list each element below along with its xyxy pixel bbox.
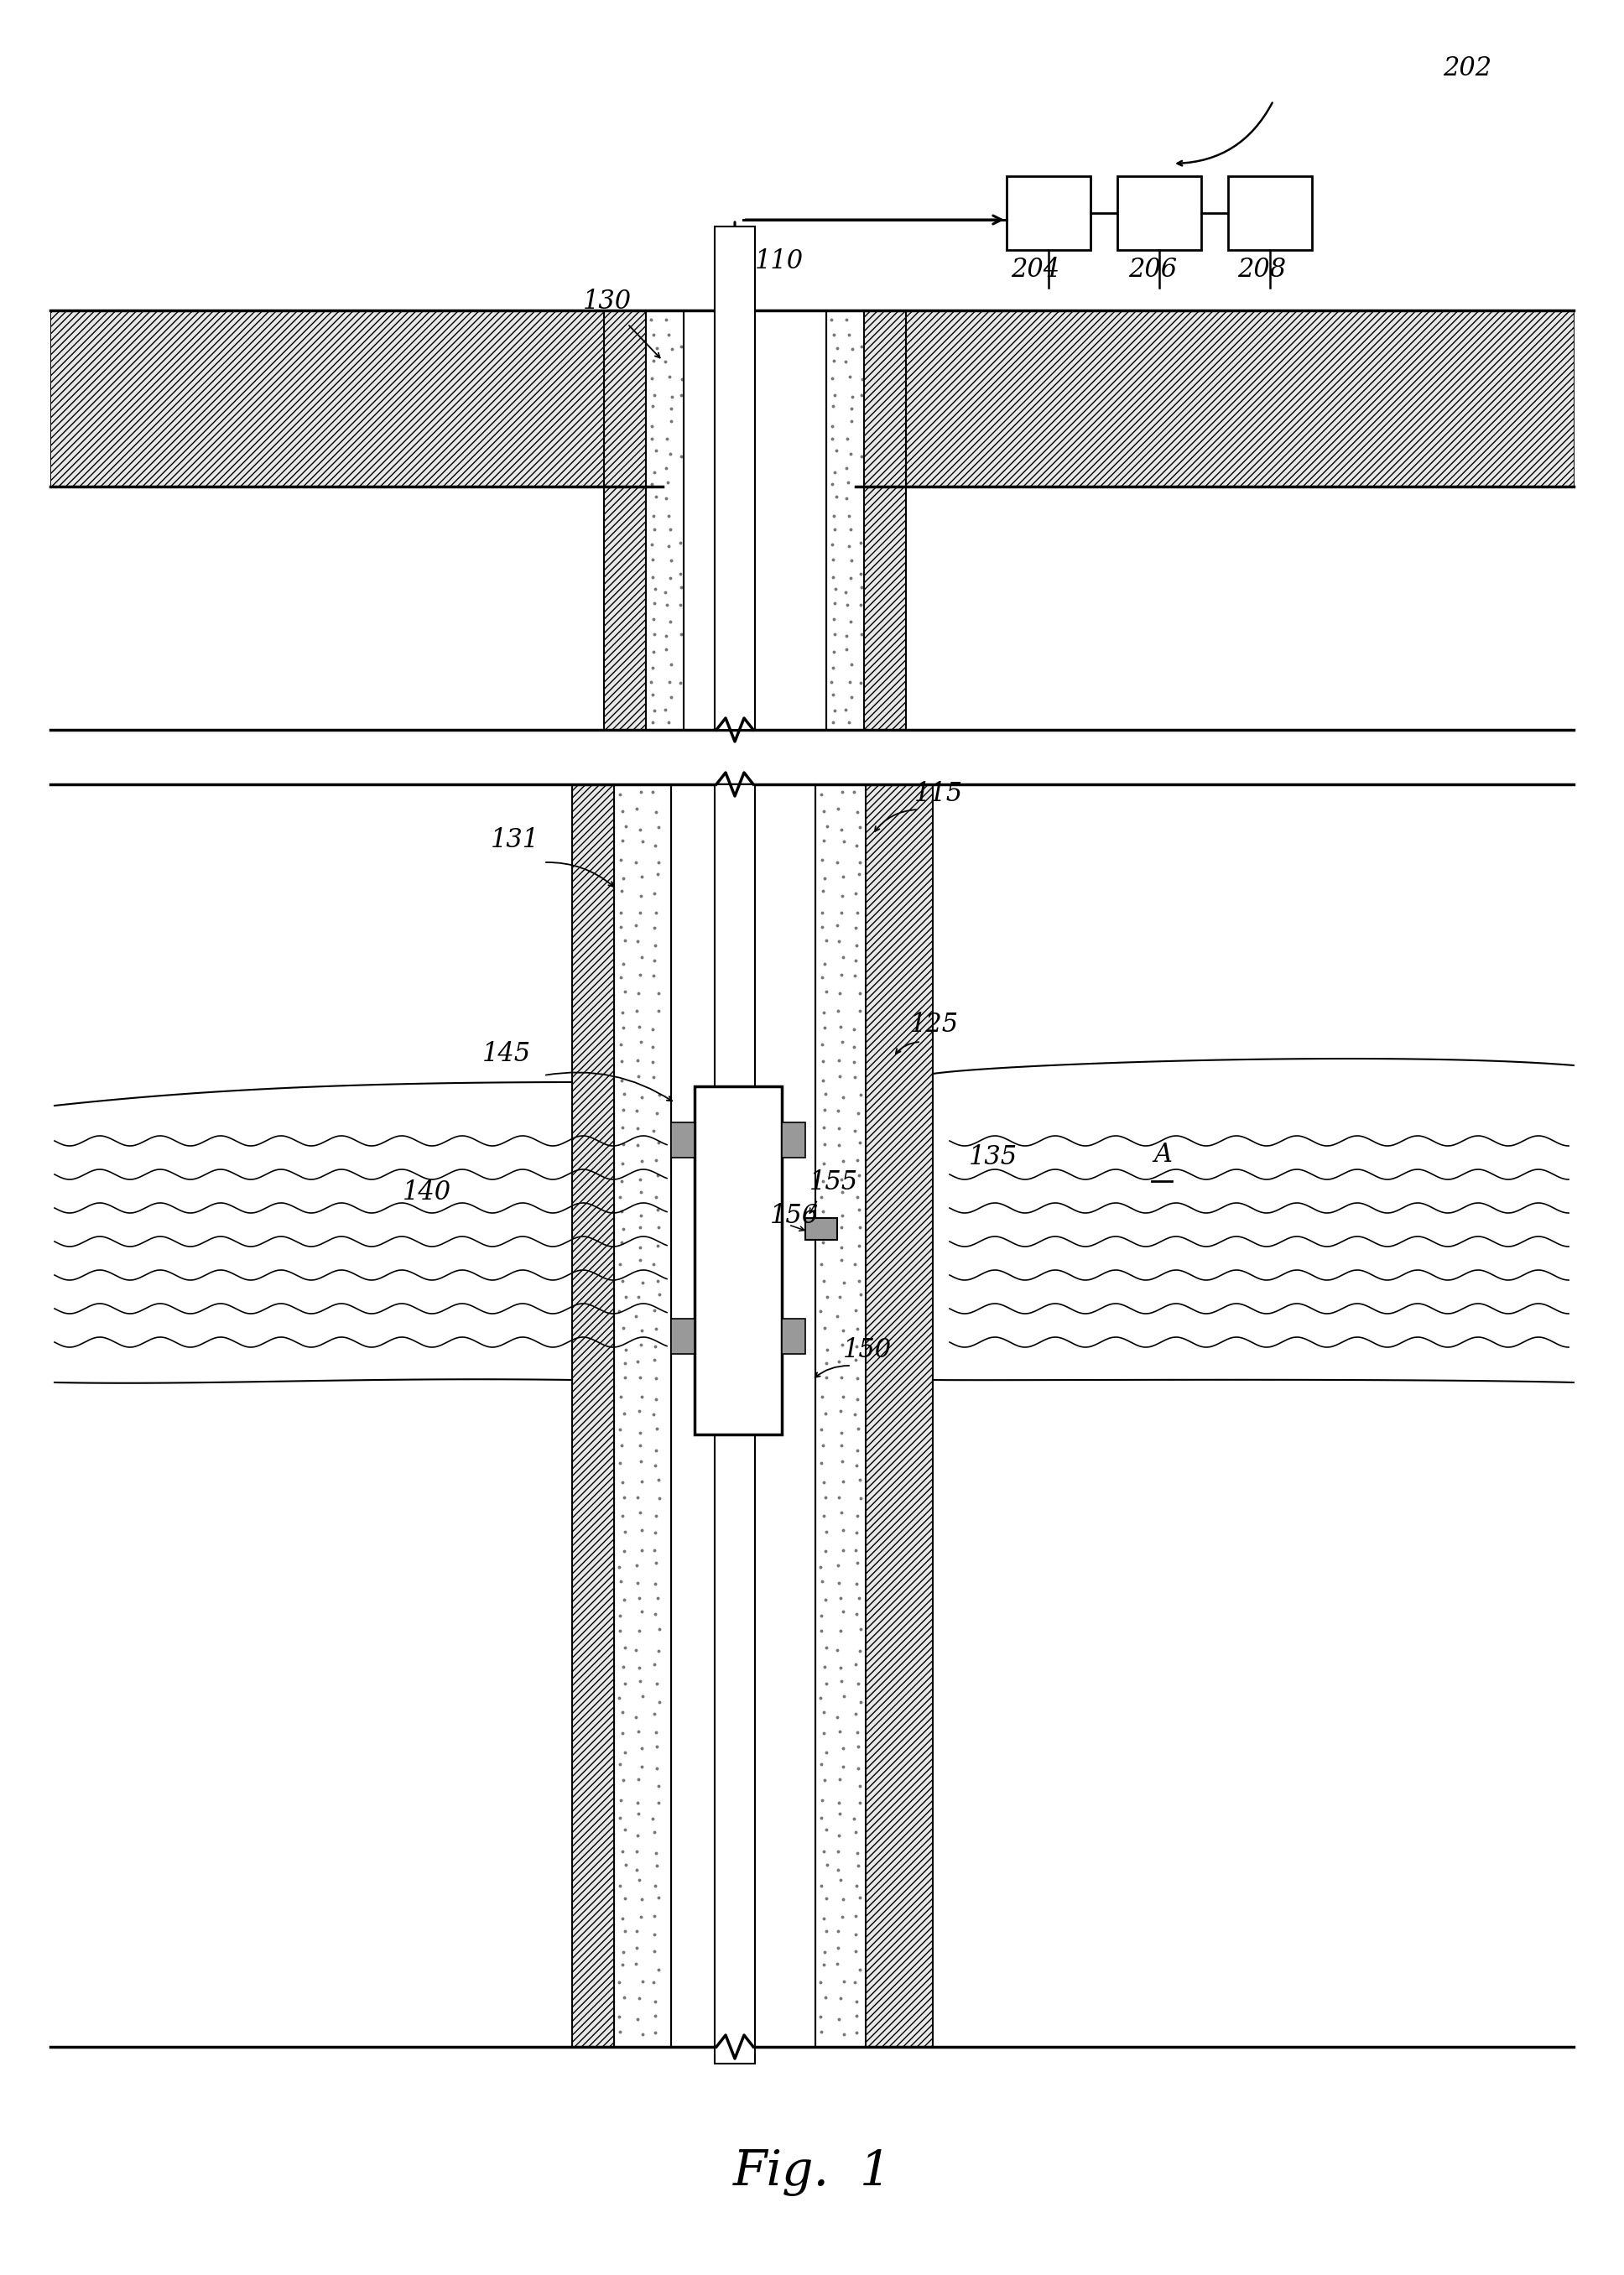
Bar [671, 1319, 695, 1354]
Bar [781, 1319, 806, 1354]
Bar [715, 227, 755, 730]
Text: 115: 115 [914, 780, 963, 808]
Bar [806, 1217, 836, 1240]
Bar [827, 309, 864, 730]
Text: 131: 131 [490, 828, 539, 853]
Text: A: A [1153, 1142, 1173, 1167]
Text: 155: 155 [809, 1169, 857, 1194]
Text: 145: 145 [482, 1042, 531, 1067]
Bar [781, 1122, 806, 1158]
Text: 135: 135 [970, 1144, 1018, 1169]
Bar [1228, 175, 1312, 250]
Bar [604, 309, 646, 730]
Text: 150: 150 [843, 1338, 892, 1363]
Text: 202: 202 [1442, 55, 1491, 82]
Bar [646, 309, 684, 730]
Text: 140: 140 [403, 1178, 451, 1206]
Bar [572, 785, 614, 2048]
Bar [614, 785, 671, 2048]
Text: 208: 208 [1237, 257, 1286, 282]
Bar [864, 309, 906, 730]
Text: 130: 130 [583, 289, 632, 314]
Text: 204: 204 [1010, 257, 1059, 282]
Bar [671, 1122, 695, 1158]
Text: 125: 125 [909, 1012, 958, 1037]
Text: Fig.  1: Fig. 1 [732, 2150, 892, 2195]
Bar [50, 309, 663, 487]
Bar [715, 785, 755, 2063]
Bar [815, 785, 866, 2048]
Text: 156: 156 [770, 1203, 818, 1229]
Bar [856, 309, 1574, 487]
Text: 110: 110 [755, 248, 804, 275]
Bar [695, 1087, 781, 1436]
Bar [1007, 175, 1090, 250]
Text: 206: 206 [1129, 257, 1177, 282]
Bar [1117, 175, 1202, 250]
Bar [866, 785, 932, 2048]
